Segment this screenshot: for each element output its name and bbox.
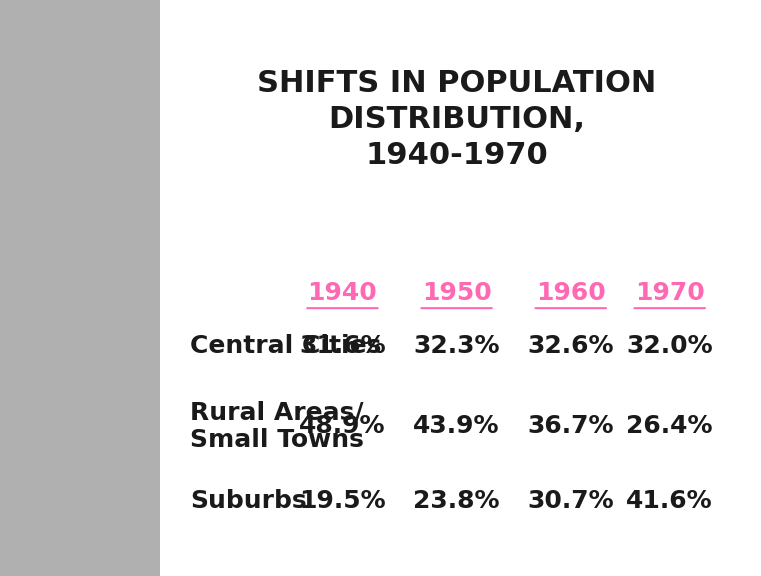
Text: Central Cities: Central Cities (190, 334, 381, 358)
Text: 32.0%: 32.0% (626, 334, 713, 358)
Text: Rural Areas/
Small Towns: Rural Areas/ Small Towns (190, 400, 364, 452)
Text: 43.9%: 43.9% (413, 414, 500, 438)
Text: 23.8%: 23.8% (413, 489, 500, 513)
Text: 36.7%: 36.7% (527, 414, 614, 438)
FancyBboxPatch shape (0, 0, 160, 576)
Text: 1940: 1940 (307, 281, 377, 305)
Text: 19.5%: 19.5% (299, 489, 386, 513)
Text: 48.9%: 48.9% (299, 414, 386, 438)
Text: 32.3%: 32.3% (413, 334, 500, 358)
Text: 30.7%: 30.7% (527, 489, 614, 513)
Text: 1970: 1970 (635, 281, 705, 305)
Text: 1950: 1950 (422, 281, 492, 305)
Text: 26.4%: 26.4% (626, 414, 713, 438)
Text: 31.6%: 31.6% (299, 334, 386, 358)
Text: 32.6%: 32.6% (527, 334, 614, 358)
Text: SHIFTS IN POPULATION
DISTRIBUTION,
1940-1970: SHIFTS IN POPULATION DISTRIBUTION, 1940-… (257, 69, 656, 170)
Text: Suburbs: Suburbs (190, 489, 307, 513)
Text: 41.6%: 41.6% (626, 489, 713, 513)
Text: 1960: 1960 (536, 281, 606, 305)
